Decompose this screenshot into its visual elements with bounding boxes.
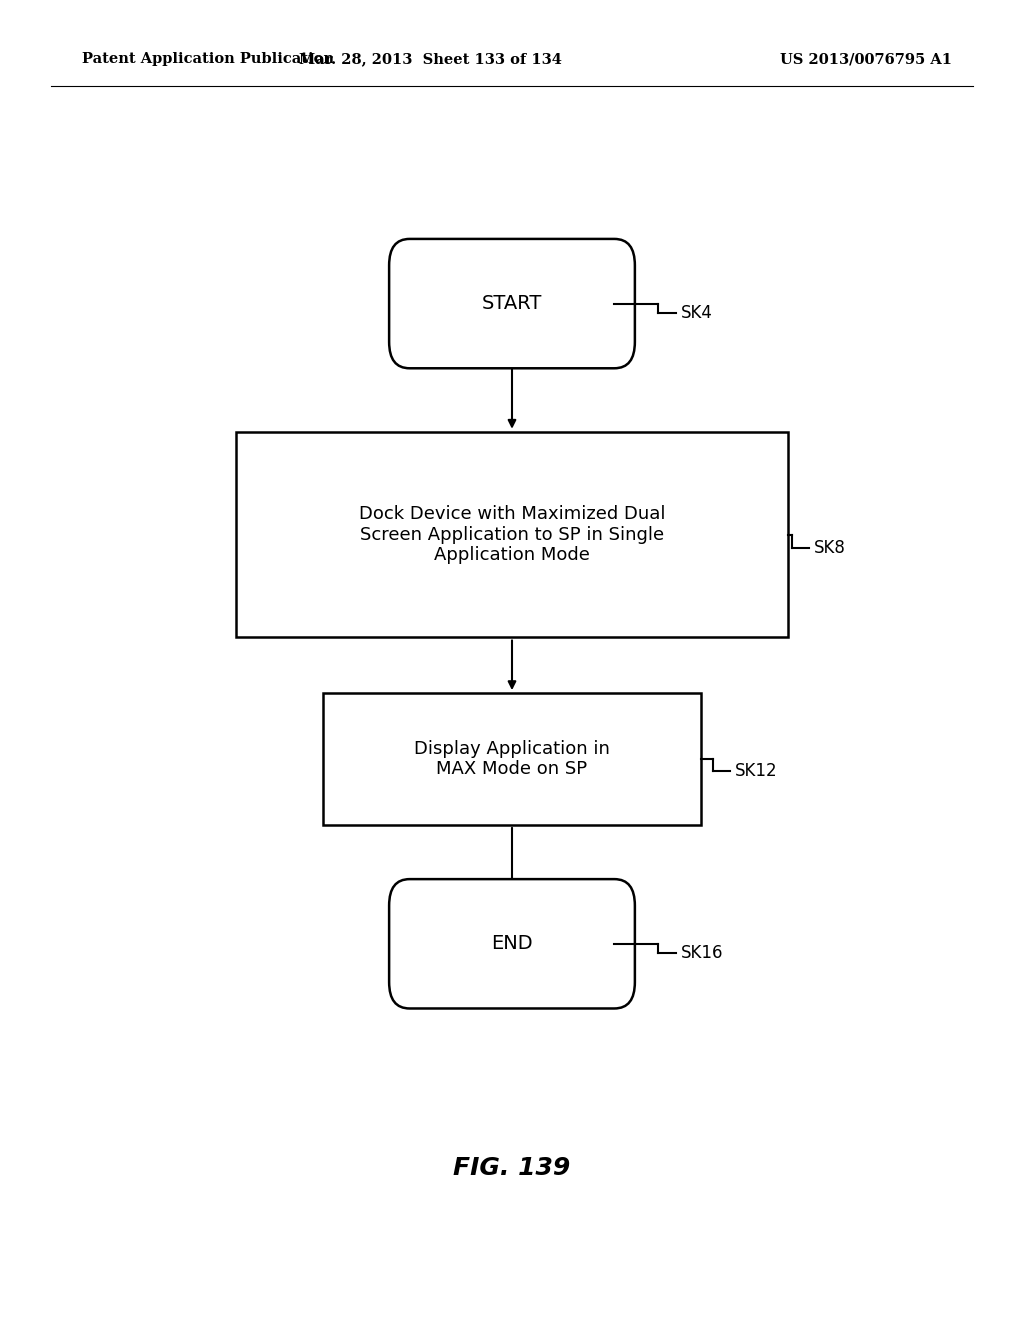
- Text: SK16: SK16: [681, 944, 724, 962]
- FancyBboxPatch shape: [323, 693, 701, 825]
- Text: US 2013/0076795 A1: US 2013/0076795 A1: [780, 53, 952, 66]
- FancyBboxPatch shape: [389, 879, 635, 1008]
- Text: FIG. 139: FIG. 139: [454, 1156, 570, 1180]
- Text: Mar. 28, 2013  Sheet 133 of 134: Mar. 28, 2013 Sheet 133 of 134: [299, 53, 561, 66]
- Text: SK12: SK12: [735, 762, 778, 780]
- Text: START: START: [482, 294, 542, 313]
- Text: SK4: SK4: [681, 304, 713, 322]
- FancyBboxPatch shape: [236, 433, 788, 638]
- Text: SK8: SK8: [814, 539, 846, 557]
- Text: Dock Device with Maximized Dual
Screen Application to SP in Single
Application M: Dock Device with Maximized Dual Screen A…: [358, 504, 666, 565]
- Text: END: END: [492, 935, 532, 953]
- Text: Display Application in
MAX Mode on SP: Display Application in MAX Mode on SP: [414, 739, 610, 779]
- FancyBboxPatch shape: [389, 239, 635, 368]
- Text: Patent Application Publication: Patent Application Publication: [82, 53, 334, 66]
